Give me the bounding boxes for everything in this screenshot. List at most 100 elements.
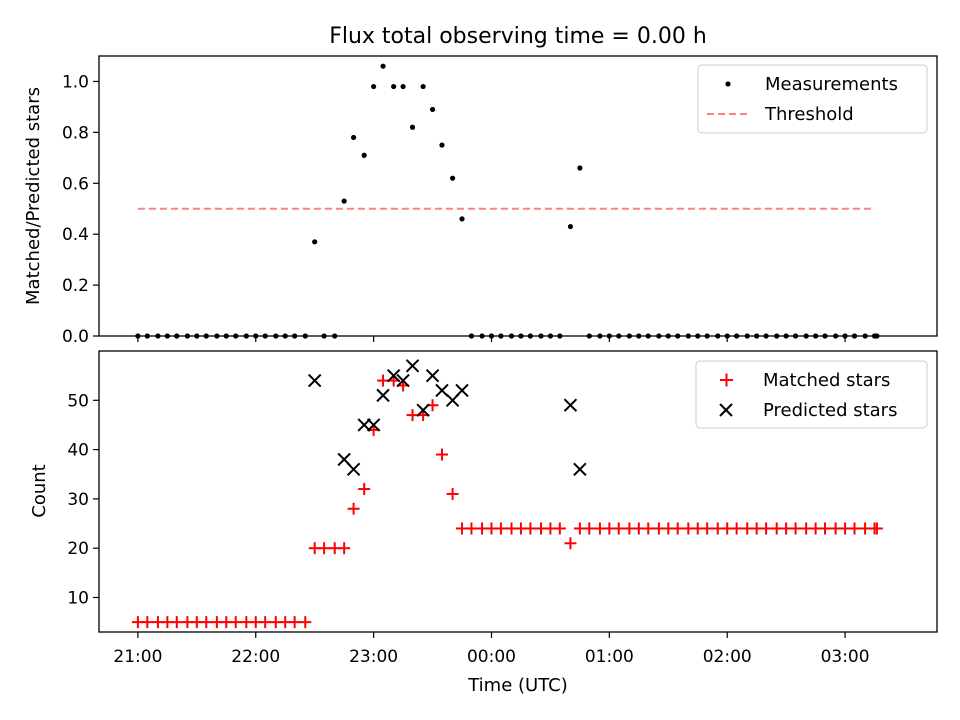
- predicted-star-point: [376, 388, 390, 403]
- matched-star-point: [141, 616, 154, 629]
- count-x-tick-label: 00:00: [467, 647, 516, 667]
- matched-star-point: [870, 522, 883, 535]
- measurement-point: [459, 216, 465, 222]
- count-axes-frame: [98, 350, 938, 633]
- predicted-star-point: [386, 368, 401, 383]
- measurement-point: [449, 175, 456, 181]
- predicted-star-point: [405, 359, 420, 373]
- legend-predicted-marker: [719, 403, 733, 417]
- matched-star-point: [406, 409, 419, 422]
- legend-threshold-label: Threshold: [764, 104, 854, 125]
- count-y-tick-label: 50: [67, 391, 89, 411]
- count-y-tick-label: 40: [67, 441, 89, 461]
- ratio-y-tick-label: 1.0: [62, 72, 89, 92]
- ratio-y-tick-label: 0.2: [62, 276, 89, 296]
- matched-star-point: [200, 616, 213, 629]
- legend-measurements-marker: [725, 81, 731, 87]
- ratio-legend-box: [697, 64, 928, 134]
- count-y-tick-label: 30: [67, 490, 89, 510]
- matched-star-point: [494, 522, 507, 535]
- matched-star-point: [446, 487, 459, 500]
- ratio-y-tick-label: 0.4: [62, 225, 89, 245]
- ratio-y-axis-label: Matched/Predicted stars: [23, 87, 44, 305]
- ratio-panel: Flux total observing time = 0.00 h 0.00.…: [23, 24, 938, 347]
- measurement-point: [380, 63, 386, 69]
- matched-star-point: [318, 542, 331, 555]
- count-x-tick-label: 23:00: [349, 647, 398, 667]
- matched-star-point: [170, 616, 183, 629]
- matched-star-point: [760, 522, 773, 535]
- count-x-tick-label: 22:00: [231, 647, 280, 667]
- ratio-y-tick-label: 0.6: [62, 174, 89, 194]
- measurement-point: [391, 83, 397, 90]
- matched-star-point: [671, 522, 684, 535]
- matched-star-point: [564, 537, 577, 550]
- ratio-x-axis: [137, 336, 846, 342]
- matched-star-point: [338, 542, 351, 555]
- predicted-star-point: [425, 368, 440, 383]
- ratio-plot-area: [135, 63, 880, 339]
- measurement-point: [420, 83, 426, 90]
- measurement-point: [409, 124, 416, 130]
- count-panel: 10 20 30 40 50 21:00 22:00 23:00 00:00 01:00 02:0…: [29, 350, 938, 696]
- measurement-point: [361, 152, 367, 158]
- predicted-star-point: [346, 462, 361, 477]
- count-legend-box: [695, 360, 928, 429]
- predicted-star-point: [366, 418, 381, 432]
- matched-star-point: [701, 522, 714, 535]
- matched-star-point: [789, 522, 802, 535]
- count-y-axis: 10 20 30 40 50: [67, 391, 99, 608]
- matched-star-point: [288, 616, 301, 629]
- measurement-point: [577, 165, 583, 171]
- matched-star-point: [347, 502, 360, 515]
- legend-measurements-label: Measurements: [765, 74, 898, 95]
- measurement-point: [341, 198, 347, 204]
- matched-star-point: [259, 616, 272, 629]
- matched-star-point: [465, 522, 478, 535]
- predicted-star-point: [435, 383, 449, 398]
- measurement-point: [567, 223, 574, 230]
- matched-star-point: [229, 616, 242, 629]
- ratio-y-tick-label: 0.0: [62, 327, 89, 347]
- matched-star-point: [524, 522, 537, 535]
- count-x-axis: 21:00 22:00 23:00 00:00 01:00 02:00 03:00: [113, 632, 870, 667]
- measurement-point: [312, 239, 318, 245]
- matched-star-point: [358, 483, 371, 496]
- matched-star-point: [377, 374, 390, 387]
- count-x-tick-label: 21:00: [113, 647, 162, 667]
- matched-star-point: [299, 616, 312, 629]
- ratio-legend: Measurements Threshold: [697, 64, 928, 134]
- measurement-point: [371, 83, 377, 90]
- predicted-star-point: [573, 462, 587, 477]
- measurement-point: [350, 134, 357, 141]
- matched-star-point: [819, 522, 832, 535]
- matched-star-point: [642, 522, 655, 535]
- count-y-tick-label: 10: [67, 588, 89, 608]
- count-y-tick-label: 20: [67, 539, 89, 559]
- count-y-axis-label: Count: [29, 464, 50, 517]
- measurement-point: [400, 83, 406, 90]
- matched-star-point: [730, 522, 743, 535]
- predicted-star-point: [455, 383, 469, 398]
- ratio-y-axis: 0.0 0.2 0.4 0.6 0.8 1.0: [62, 72, 99, 347]
- matched-star-point: [848, 522, 861, 535]
- matched-star-point: [583, 522, 596, 535]
- legend-matched-marker: [720, 373, 733, 387]
- predicted-star-point: [416, 403, 430, 417]
- measurement-point: [439, 142, 445, 148]
- count-plot-area: [131, 359, 883, 629]
- x-axis-label: Time (UTC): [467, 675, 568, 696]
- count-x-tick-label: 03:00: [821, 647, 870, 667]
- predicted-star-point: [307, 373, 322, 388]
- ratio-axes-frame: [98, 55, 938, 337]
- predicted-star-point: [357, 418, 371, 432]
- chart-title: Flux total observing time = 0.00 h: [329, 24, 707, 49]
- count-legend: Matched stars Predicted stars: [695, 360, 928, 429]
- matched-star-point: [553, 522, 566, 535]
- matched-star-point: [435, 448, 448, 461]
- legend-predicted-label: Predicted stars: [763, 400, 897, 421]
- legend-matched-label: Matched stars: [763, 370, 890, 391]
- predicted-star-point: [396, 373, 410, 388]
- ratio-y-tick-label: 0.8: [62, 123, 89, 143]
